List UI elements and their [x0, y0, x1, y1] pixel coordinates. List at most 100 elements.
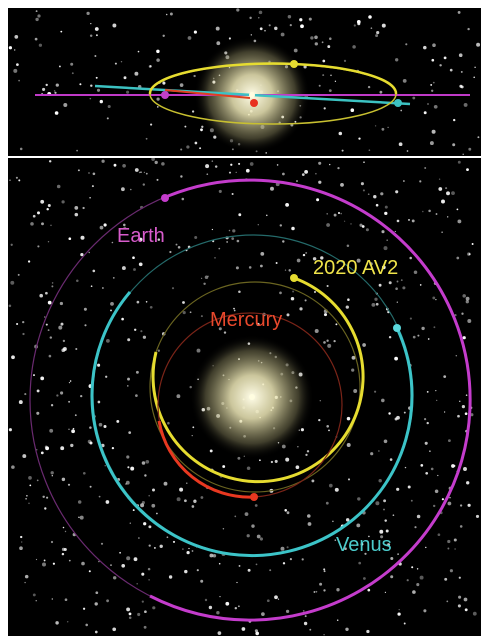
star: [448, 439, 451, 442]
star: [395, 58, 398, 61]
star: [70, 444, 73, 447]
star: [128, 431, 131, 434]
star: [344, 60, 346, 62]
star: [21, 541, 22, 542]
star: [219, 190, 222, 193]
star: [182, 198, 185, 201]
star: [193, 75, 195, 77]
star: [477, 136, 479, 138]
star: [155, 161, 158, 164]
star: [146, 173, 148, 175]
star: [53, 563, 55, 565]
star: [188, 36, 192, 40]
star: [149, 65, 152, 68]
star: [319, 583, 322, 586]
star: [369, 149, 371, 151]
star: [322, 60, 325, 63]
star: [454, 548, 455, 549]
star: [281, 547, 285, 551]
star: [303, 254, 305, 256]
star: [412, 219, 415, 222]
star: [18, 80, 20, 82]
star: [375, 501, 379, 505]
star: [353, 389, 357, 393]
star: [41, 222, 44, 225]
star: [385, 592, 386, 593]
star: [307, 514, 311, 518]
star: [89, 426, 92, 429]
star: [335, 488, 339, 492]
star: [281, 33, 285, 37]
star: [311, 479, 314, 482]
star: [446, 191, 450, 195]
star: [345, 628, 348, 631]
star: [314, 291, 316, 293]
star: [81, 236, 85, 240]
star: [35, 38, 38, 41]
star: [95, 27, 99, 31]
star: [28, 476, 32, 480]
star: [384, 212, 387, 215]
star: [287, 511, 290, 514]
star: [238, 605, 240, 607]
star: [437, 475, 438, 476]
star: [376, 31, 379, 34]
star: [22, 321, 24, 323]
star: [156, 97, 159, 100]
star: [378, 479, 381, 482]
star: [456, 257, 459, 260]
star: [44, 316, 45, 317]
star: [18, 274, 20, 276]
star: [270, 187, 274, 191]
star: [287, 313, 290, 316]
star: [90, 442, 93, 445]
star: [71, 429, 75, 433]
star: [42, 88, 45, 91]
star: [24, 393, 26, 395]
star: [322, 74, 324, 76]
star: [249, 17, 251, 19]
star: [92, 185, 94, 187]
star: [239, 565, 241, 567]
star: [121, 187, 125, 191]
star: [234, 516, 236, 518]
mercury-label: Mercury: [210, 309, 282, 331]
star: [350, 223, 352, 225]
star: [291, 297, 294, 300]
star: [99, 423, 103, 427]
star: [206, 173, 208, 175]
star: [381, 399, 385, 403]
star: [439, 64, 441, 66]
star: [292, 291, 294, 293]
star: [462, 405, 465, 408]
star: [222, 465, 225, 468]
star: [178, 246, 181, 249]
star: [50, 336, 52, 338]
orbit-illustration: Earth 2020 AV2 Mercury Venus: [0, 0, 489, 638]
star: [35, 18, 38, 21]
star: [130, 467, 134, 471]
star: [420, 464, 423, 467]
star: [432, 296, 435, 299]
star: [48, 204, 51, 207]
star: [101, 160, 104, 163]
star: [451, 464, 455, 468]
star: [59, 65, 61, 67]
star: [337, 619, 338, 620]
star: [251, 524, 254, 527]
star: [50, 225, 51, 226]
star: [305, 299, 307, 301]
star: [389, 336, 391, 338]
star: [100, 100, 103, 103]
star: [384, 246, 388, 250]
star: [121, 564, 125, 568]
star: [257, 535, 261, 539]
star: [387, 127, 388, 128]
star: [363, 189, 365, 191]
star: [79, 83, 81, 85]
star: [18, 179, 20, 181]
star: [441, 232, 442, 233]
star: [436, 213, 438, 215]
star: [146, 301, 148, 303]
venus-dot: [394, 99, 402, 107]
